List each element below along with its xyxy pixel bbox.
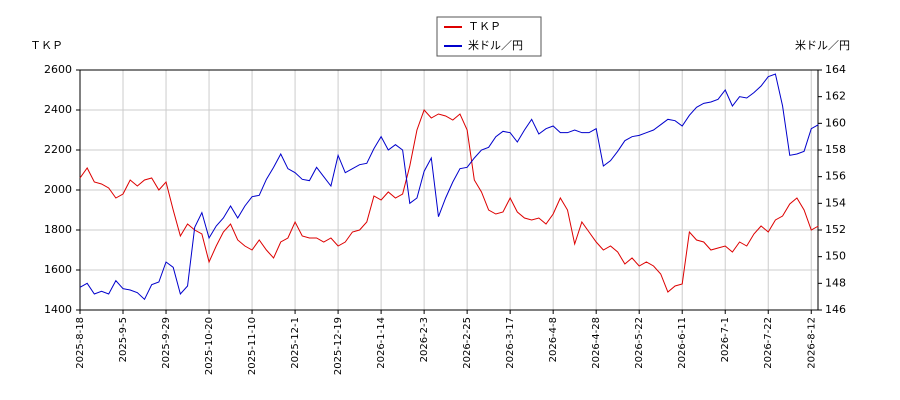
x-tick-label: 2026-5-22 [634, 317, 645, 369]
y-tick-label: 2200 [44, 143, 72, 156]
y-tick-label: 1800 [44, 223, 72, 236]
y2-tick-label: 156 [825, 170, 846, 183]
y2-tick-label: 150 [825, 250, 846, 263]
series-line [79, 109, 819, 293]
x-tick-label: 2026-7-1 [720, 317, 731, 362]
y2-tick-label: 164 [825, 63, 846, 76]
x-tick-label: 2025-9-29 [161, 317, 172, 369]
y2-tick-label: 158 [825, 143, 846, 156]
x-tick-label: 2025-8-18 [75, 317, 86, 369]
y-tick-label: 1400 [44, 303, 72, 316]
series-line [79, 73, 819, 301]
x-tick-label: 2026-4-28 [591, 317, 602, 369]
y-axis-label: ＴＫＰ [30, 39, 63, 52]
x-tick-label: 2026-7-22 [763, 317, 774, 369]
x-tick-label: 2025-12-19 [333, 317, 344, 375]
x-tick-label: 2026-2-25 [462, 317, 473, 369]
x-tick-label: 2026-8-12 [806, 317, 817, 369]
x-tick-label: 2025-9-5 [118, 317, 129, 362]
x-tick-label: 2025-12-1 [290, 317, 301, 369]
y-tick-label: 2400 [44, 103, 72, 116]
y2-tick-label: 148 [825, 276, 846, 289]
legend-label: 米ドル／円 [468, 39, 523, 52]
y-tick-label: 2600 [44, 63, 72, 76]
y2-tick-label: 152 [825, 223, 846, 236]
x-tick-label: 2026-6-11 [677, 317, 688, 369]
y-tick-label: 2000 [44, 183, 72, 196]
x-tick-label: 2026-1-14 [376, 317, 387, 369]
y2-tick-label: 154 [825, 196, 846, 209]
legend-box [436, 16, 542, 57]
y2-tick-label: 160 [825, 116, 846, 129]
x-tick-label: 2025-11-10 [247, 317, 258, 375]
x-tick-label: 2026-3-17 [505, 317, 516, 369]
y2-tick-label: 162 [825, 90, 846, 103]
plot-frame [79, 69, 819, 311]
x-tick-label: 2026-2-3 [419, 317, 430, 362]
legend-label: ＴＫＰ [468, 20, 501, 33]
y-tick-label: 1600 [44, 263, 72, 276]
y2-tick-label: 146 [825, 303, 846, 316]
x-tick-label: 2026-4-8 [548, 317, 559, 362]
y2-axis-label: 米ドル／円 [795, 39, 850, 52]
x-tick-label: 2025-10-20 [204, 317, 215, 375]
